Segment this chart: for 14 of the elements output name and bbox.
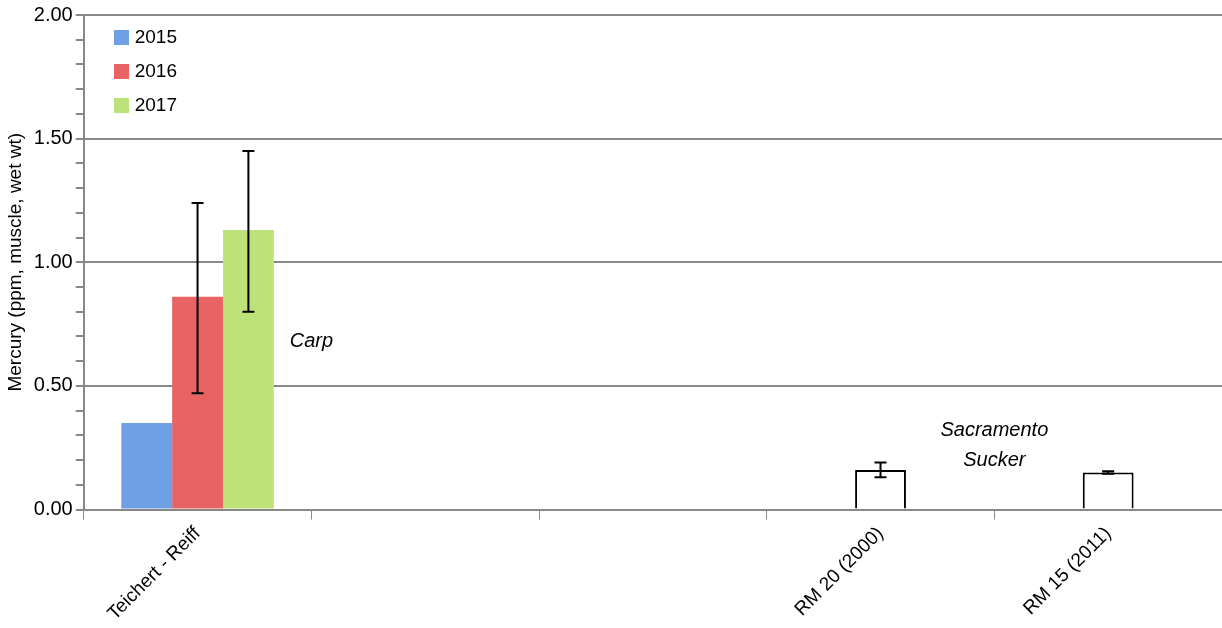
legend-label: 2015	[134, 26, 177, 48]
y-tick-label: 1.50	[33, 126, 73, 149]
annotation: Carp	[289, 328, 334, 351]
bar	[172, 296, 223, 509]
legend-label: 2017	[134, 94, 177, 116]
bar	[121, 422, 173, 509]
y-tick-label: 0.50	[33, 373, 73, 396]
legend-label: 2016	[134, 60, 177, 82]
y-tick-label: 2.00	[33, 2, 73, 25]
bar	[222, 230, 274, 509]
y-axis-title: Mercury (ppm, muscle, wet wt)	[3, 132, 25, 392]
y-tick-label: 0.00	[33, 497, 73, 520]
annotation: Sacramento Sucker	[940, 417, 1049, 470]
y-tick-label: 1.00	[33, 249, 73, 272]
